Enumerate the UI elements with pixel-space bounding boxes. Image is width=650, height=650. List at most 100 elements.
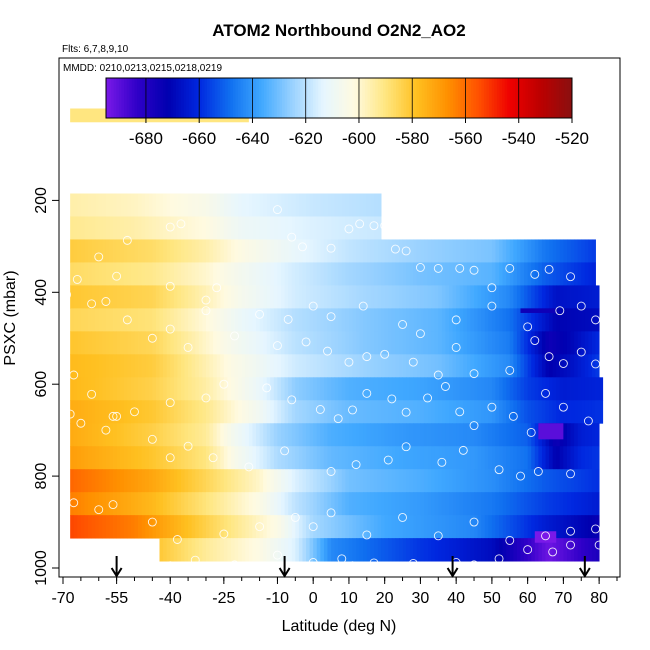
heatmap-layer	[70, 108, 604, 568]
heatmap-cell	[109, 446, 114, 470]
heatmap-cell	[195, 469, 200, 493]
heatmap-cell	[352, 331, 357, 355]
heatmap-cell	[491, 446, 496, 470]
heatmap-cell	[252, 469, 257, 493]
heatmap-cell	[327, 285, 332, 309]
heatmap-cell	[470, 377, 475, 401]
heatmap-cell	[384, 262, 389, 286]
heatmap-cell	[209, 423, 214, 447]
heatmap-cell	[334, 377, 339, 401]
heatmap-cell	[381, 262, 386, 286]
heatmap-cell	[370, 377, 375, 401]
heatmap-cell	[381, 377, 386, 401]
heatmap-cell	[266, 354, 271, 378]
heatmap-cell	[370, 285, 375, 309]
heatmap-cell	[166, 193, 171, 217]
heatmap-cell	[273, 193, 278, 217]
heatmap-cell	[184, 262, 189, 286]
heatmap-cell	[356, 446, 361, 470]
heatmap-cell	[273, 400, 278, 424]
heatmap-cell	[431, 354, 436, 378]
heatmap-cell	[259, 193, 264, 217]
heatmap-cell	[491, 538, 496, 562]
heatmap-cell	[98, 515, 103, 539]
heatmap-cell	[327, 216, 332, 240]
heatmap-cell	[398, 285, 403, 309]
heatmap-cell	[188, 308, 193, 332]
heatmap-cell	[288, 423, 293, 447]
heatmap-cell	[184, 423, 189, 447]
heatmap-cell	[180, 400, 185, 424]
heatmap-cell	[488, 446, 493, 470]
colorbar-swatch	[284, 78, 288, 118]
heatmap-cell	[363, 538, 368, 562]
heatmap-cell	[291, 193, 296, 217]
heatmap-cell	[545, 262, 550, 286]
heatmap-cell	[334, 354, 339, 378]
colorbar-tick-label: -600	[342, 129, 376, 148]
heatmap-cell	[309, 216, 314, 240]
heatmap-cell	[316, 492, 321, 516]
heatmap-cell	[345, 285, 350, 309]
heatmap-cell	[474, 446, 479, 470]
heatmap-cell	[263, 492, 268, 516]
heatmap-cell	[227, 469, 232, 493]
heatmap-cell	[474, 331, 479, 355]
heatmap-cell	[80, 216, 85, 240]
heatmap-cell	[373, 308, 378, 332]
heatmap-cell	[252, 377, 257, 401]
heatmap-cell	[356, 377, 361, 401]
heatmap-cell	[334, 216, 339, 240]
heatmap-cell	[70, 285, 75, 309]
colorbar-swatch	[432, 78, 436, 118]
heatmap-cell	[284, 515, 289, 539]
sample-point	[326, 508, 336, 518]
heatmap-cell	[84, 354, 89, 378]
colorbar-swatch	[258, 78, 262, 118]
colorbar-swatch	[271, 78, 275, 118]
heatmap-cell	[288, 216, 293, 240]
colorbar-swatch	[302, 78, 306, 118]
heatmap-cell	[313, 262, 318, 286]
heatmap-cell	[263, 377, 268, 401]
heatmap-cell	[423, 400, 428, 424]
heatmap-cell	[520, 354, 525, 378]
heatmap-cell	[341, 423, 346, 447]
heatmap-cell	[359, 354, 364, 378]
heatmap-cell	[370, 492, 375, 516]
heatmap-cell	[499, 538, 504, 562]
heatmap-cell	[538, 308, 543, 332]
heatmap-cell	[434, 492, 439, 516]
heatmap-cell	[524, 469, 529, 493]
heatmap-cell	[120, 262, 125, 286]
heatmap-cell	[113, 216, 118, 240]
heatmap-cell	[534, 538, 539, 562]
colorbar: -680 -660 -640 -620 -600 -580 -560 -540 -520	[105, 77, 589, 148]
heatmap-cell	[556, 515, 561, 539]
heatmap-cell	[205, 515, 210, 539]
heatmap-cell	[506, 354, 511, 378]
heatmap-cell	[449, 515, 453, 539]
heatmap-cell	[120, 354, 125, 378]
sample-point	[283, 314, 293, 324]
heatmap-cell	[584, 400, 589, 424]
heatmap-cell	[191, 308, 196, 332]
heatmap-cell	[109, 262, 114, 286]
x-tick-label: 10	[340, 590, 358, 607]
heatmap-cell	[431, 331, 436, 355]
heatmap-cell	[459, 538, 464, 562]
heatmap-cell	[574, 262, 579, 286]
heatmap-cell	[477, 446, 482, 470]
heatmap-cell	[574, 400, 579, 424]
heatmap-cell	[345, 262, 350, 286]
heatmap-cell	[216, 216, 221, 240]
heatmap-cell	[406, 331, 411, 355]
heatmap-cell	[445, 377, 450, 401]
heatmap-cell	[352, 216, 357, 240]
heatmap-cell	[316, 308, 321, 332]
heatmap-cell	[513, 400, 518, 424]
heatmap-cell	[402, 469, 407, 493]
heatmap-cell	[431, 423, 436, 447]
plot-frame	[58, 57, 621, 578]
heatmap-cell	[123, 285, 128, 309]
